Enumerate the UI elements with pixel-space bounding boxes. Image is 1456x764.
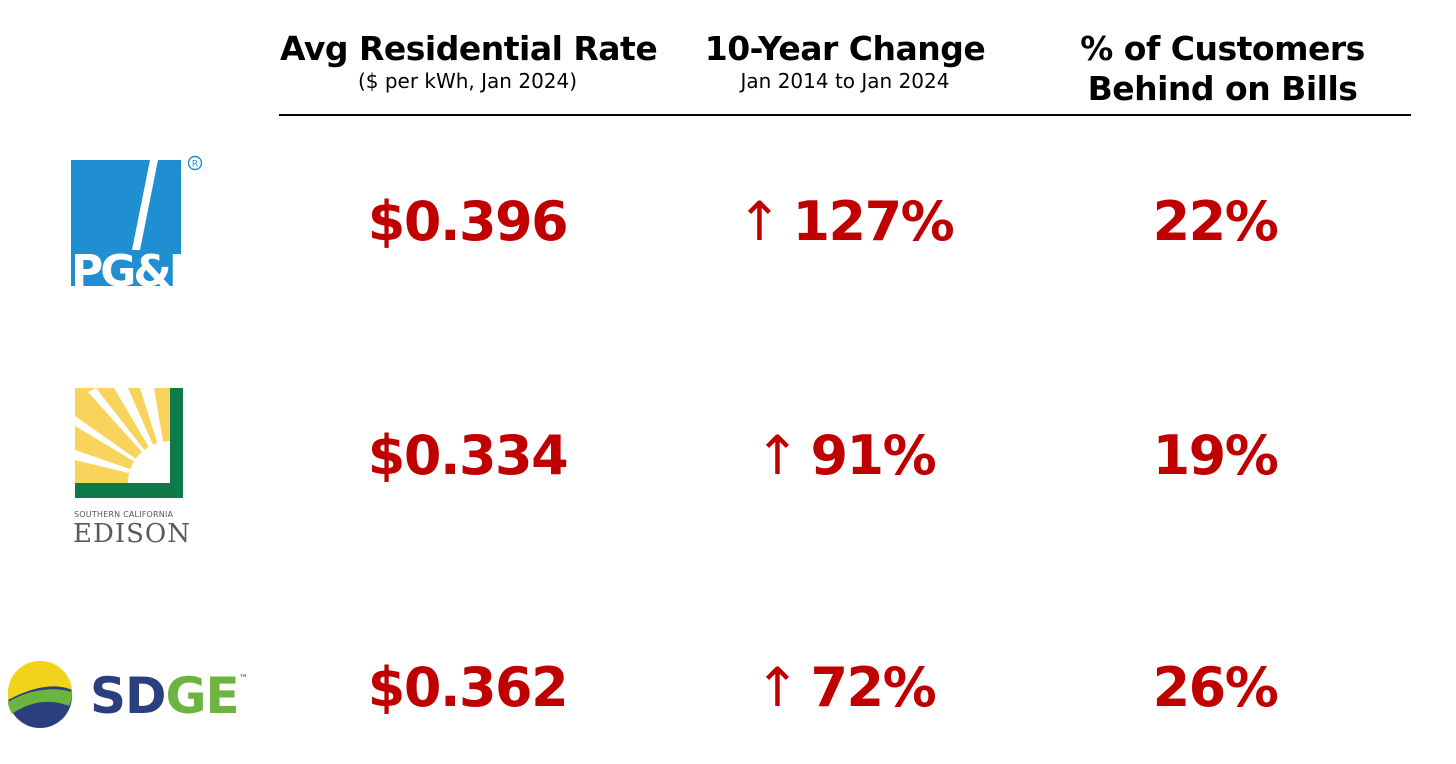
sce-behind-value: 19% (1152, 424, 1279, 487)
sce-logo-text: EDISON (73, 519, 191, 549)
sce-logo-icon: SOUTHERN CALIFORNIA EDISON (70, 388, 200, 553)
up-arrow-icon: ↑ (754, 656, 800, 719)
header-change-title: 10-Year Change (704, 29, 986, 68)
header-behind-title-line1: % of Customers (1080, 29, 1365, 68)
header-rate-subtitle: ($ per kWh, Jan 2024) (357, 69, 578, 93)
up-arrow-icon: ↑ (754, 424, 800, 487)
pge-logo-icon: R PG&E (70, 155, 205, 297)
svg-text:R: R (192, 160, 198, 170)
sdge-behind-value: 26% (1152, 656, 1279, 719)
sdge-trademark: ™ (239, 674, 248, 684)
pge-behind-value: 22% (1152, 190, 1279, 253)
sdge-logo-icon: SDGE ™ (6, 660, 256, 735)
header-change-subtitle: Jan 2014 to Jan 2024 (740, 69, 950, 93)
pge-change-value: ↑ 127% (690, 192, 1000, 252)
sce-change-percent: 91% (810, 424, 936, 487)
header-rate-title: Avg Residential Rate (280, 29, 658, 68)
pge-rate-value: $0.396 (367, 190, 569, 253)
sdge-change-value: ↑ 72% (690, 658, 1000, 718)
sce-logo-small-text: SOUTHERN CALIFORNIA (74, 510, 174, 519)
header-divider (279, 114, 1411, 116)
sce-rate-value: $0.334 (367, 424, 569, 487)
pge-change-percent: 127% (792, 190, 954, 253)
sce-change-value: ↑ 91% (690, 426, 1000, 486)
sdge-rate-value: $0.362 (367, 656, 569, 719)
header-customers-behind: % of Customers Behind on Bills (1030, 29, 1415, 109)
header-10-year-change: 10-Year Change Jan 2014 to Jan 2024 (665, 29, 1025, 93)
header-behind-title-line2: Behind on Bills (1087, 69, 1358, 108)
header-avg-residential-rate: Avg Residential Rate ($ per kWh, Jan 202… (280, 29, 658, 93)
sdge-logo-text: SDGE (90, 667, 240, 725)
up-arrow-icon: ↑ (736, 190, 782, 253)
sdge-change-percent: 72% (810, 656, 936, 719)
pge-logo-text: PG&E (71, 246, 196, 290)
